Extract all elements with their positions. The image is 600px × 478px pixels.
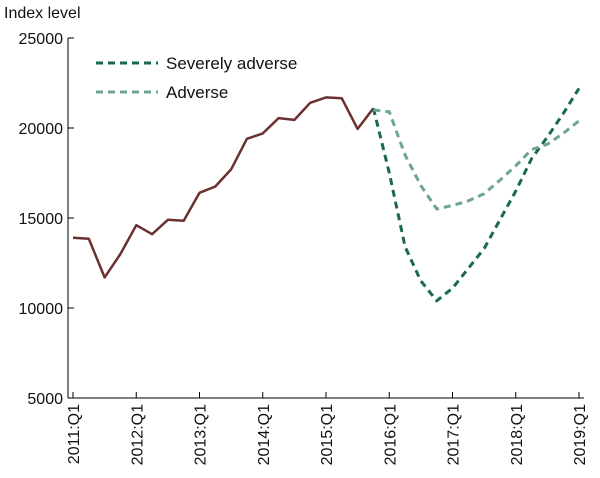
legend: Severely adverse Adverse (96, 54, 297, 102)
series-line-adverse (373, 108, 580, 211)
y-tick-label: 20000 (19, 121, 64, 138)
series-lines (72, 87, 581, 303)
x-tick-label: 2017:Q1 (446, 404, 463, 465)
series-line-historical (72, 96, 375, 279)
x-tick-label: 2013:Q1 (193, 404, 210, 465)
x-tick-label: 2018:Q1 (509, 404, 526, 465)
x-tick-label: 2014:Q1 (256, 404, 273, 465)
x-ticks: 2011:Q1 2012:Q1 2013:Q1 2014:Q1 2015:Q1 2016:… (66, 392, 589, 465)
x-tick-label: 2016:Q1 (382, 404, 399, 465)
x-tick-label: 2012:Q1 (129, 404, 146, 465)
legend-label-adverse: Adverse (166, 83, 228, 102)
legend-label-severely-adverse: Severely adverse (166, 54, 297, 73)
x-tick-label: 2011:Q1 (66, 404, 83, 464)
x-tick-label: 2019:Q1 (572, 404, 589, 465)
y-tick-label: 15000 (19, 211, 64, 228)
y-tick-label: 5000 (27, 391, 63, 408)
series-line-severely-adverse (371, 87, 581, 303)
y-tick-label: 10000 (19, 301, 64, 318)
y-axis-label: Index level (4, 5, 81, 22)
y-tick-label: 25000 (19, 31, 64, 48)
x-tick-label: 2015:Q1 (319, 404, 336, 465)
y-ticks: 25000 20000 15000 10000 5000 (19, 31, 74, 408)
